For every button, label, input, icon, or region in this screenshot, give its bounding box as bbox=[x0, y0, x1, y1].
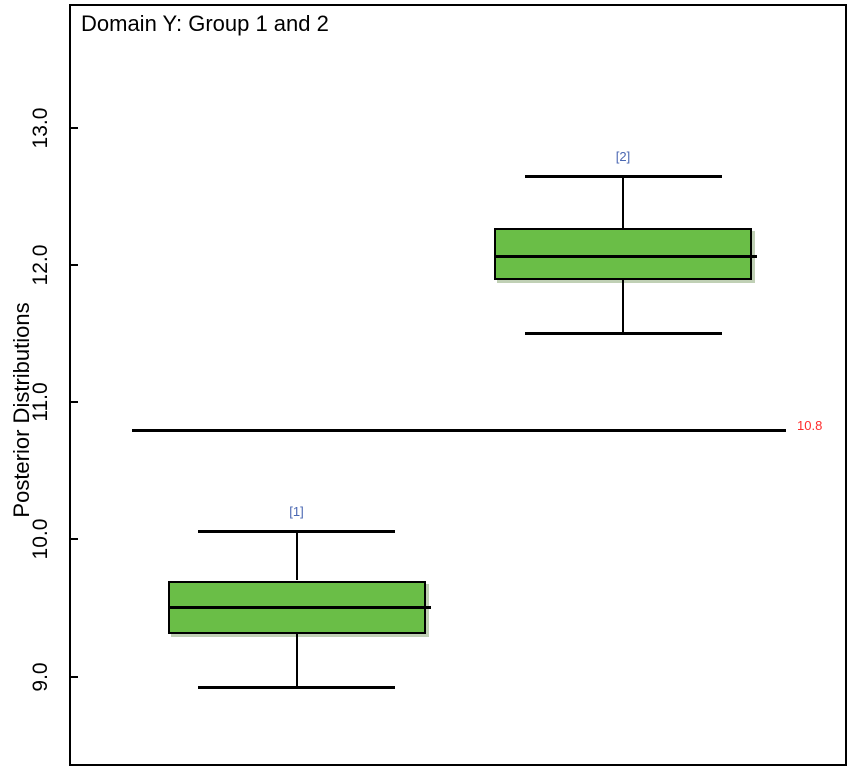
box-rect bbox=[494, 228, 752, 280]
plot-area: Domain Y: Group 1 and 2 10.8 [1] [2] bbox=[69, 4, 847, 766]
y-tick bbox=[71, 676, 78, 678]
y-tick bbox=[71, 401, 78, 403]
y-tick bbox=[71, 264, 78, 266]
median-line bbox=[167, 606, 431, 609]
y-tick bbox=[71, 538, 78, 540]
y-tick-label: 13.0 bbox=[29, 107, 52, 149]
reference-line bbox=[132, 429, 786, 432]
upper-whisker-line bbox=[622, 176, 624, 228]
median-line bbox=[494, 255, 757, 258]
y-tick-label: 10.0 bbox=[29, 518, 52, 560]
y-tick-label: 11.0 bbox=[29, 382, 52, 422]
lower-whisker-line bbox=[295, 634, 298, 687]
y-tick bbox=[71, 127, 78, 129]
lower-whisker-line bbox=[622, 280, 624, 333]
upper-whisker-line bbox=[295, 531, 298, 580]
reference-line-label: 10.8 bbox=[797, 418, 823, 433]
chart-title: Domain Y: Group 1 and 2 bbox=[81, 11, 329, 36]
y-tick-label: 9.0 bbox=[29, 662, 52, 692]
y-tick-label: 12.0 bbox=[29, 244, 52, 286]
lower-whisker-cap bbox=[524, 332, 722, 335]
box-label: [2] bbox=[615, 149, 631, 164]
lower-whisker-cap bbox=[198, 686, 395, 689]
box-label: [1] bbox=[289, 504, 304, 519]
